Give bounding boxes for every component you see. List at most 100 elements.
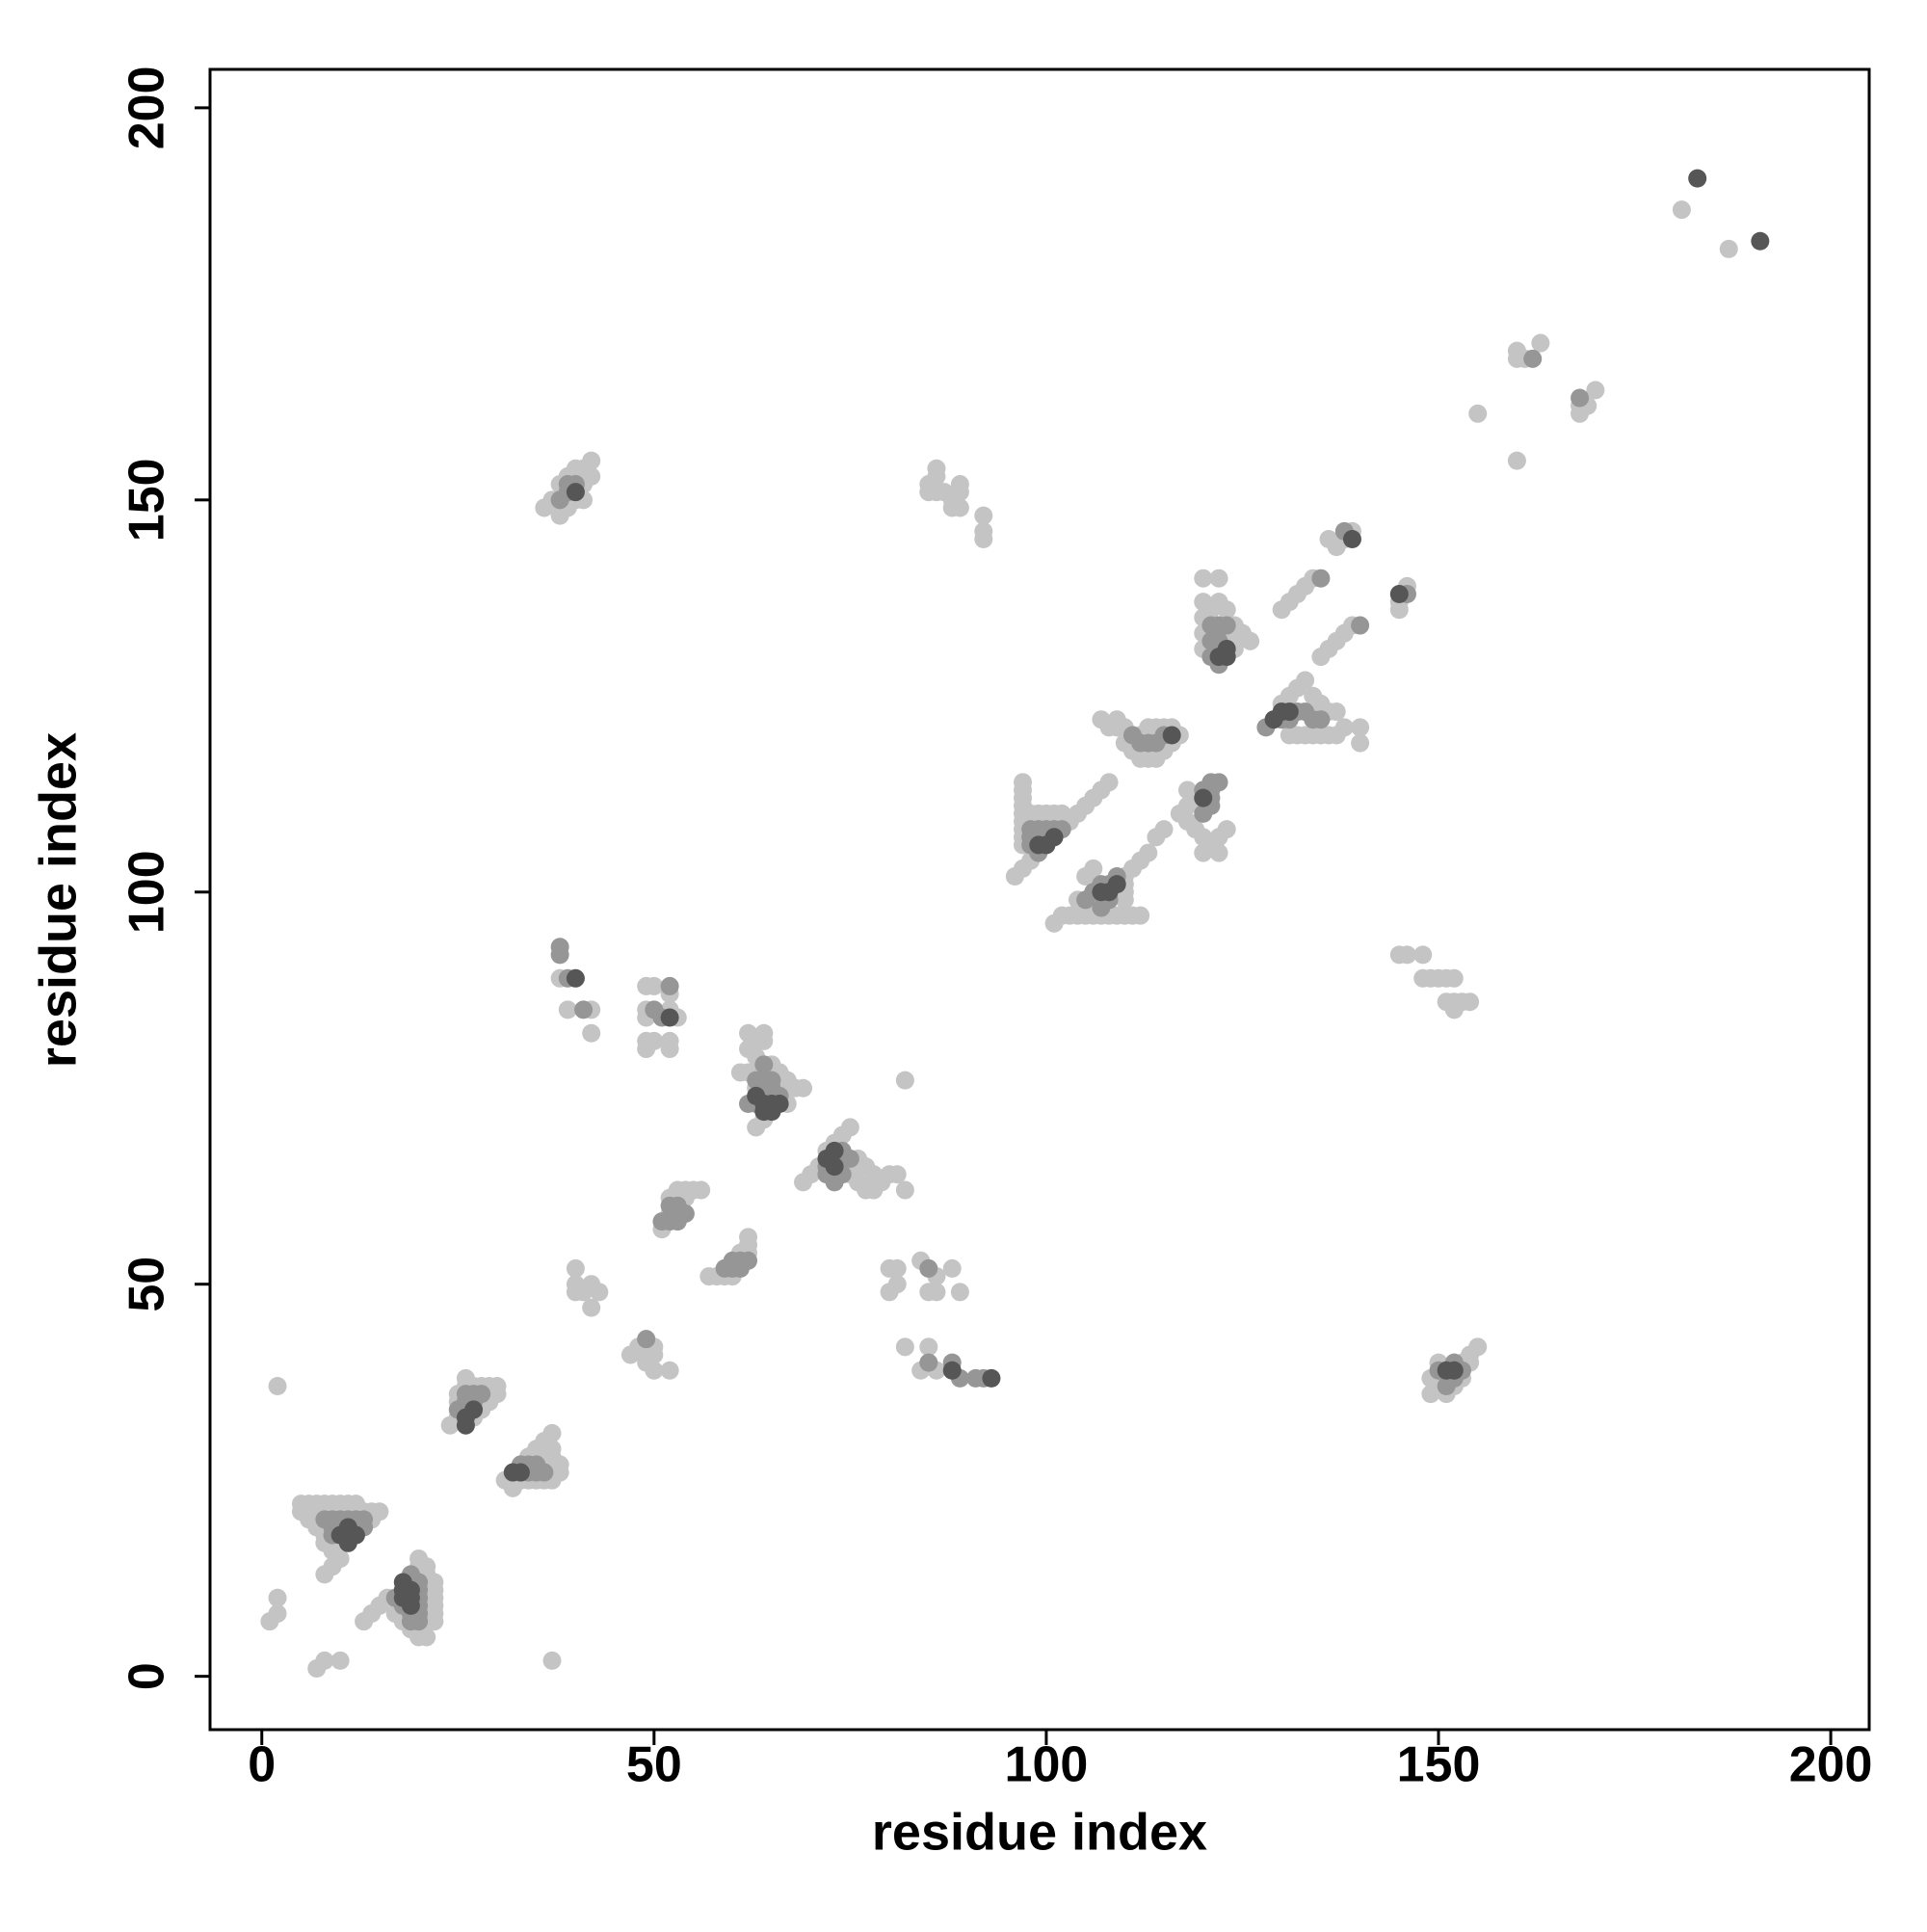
- point: [825, 1157, 844, 1177]
- point: [950, 483, 969, 502]
- point: [542, 1651, 562, 1670]
- point: [268, 1377, 287, 1396]
- point: [974, 530, 993, 549]
- point: [409, 1628, 429, 1647]
- point: [315, 1651, 334, 1670]
- point: [762, 1102, 781, 1122]
- point: [942, 1361, 962, 1380]
- point: [1092, 898, 1111, 917]
- point: [1444, 1000, 1464, 1019]
- point: [730, 1063, 750, 1082]
- point: [1342, 530, 1361, 549]
- point: [488, 1385, 507, 1404]
- x-tick-label: 150: [1397, 1737, 1481, 1793]
- point: [982, 1368, 1001, 1388]
- point: [1523, 349, 1543, 368]
- point: [1209, 569, 1228, 588]
- point: [1327, 702, 1346, 722]
- point: [660, 1040, 679, 1059]
- point: [1327, 726, 1346, 745]
- x-tick-label: 50: [626, 1737, 682, 1793]
- point: [840, 1149, 859, 1168]
- point: [919, 1258, 938, 1278]
- point: [330, 1651, 350, 1670]
- point: [1688, 169, 1707, 188]
- point: [1217, 616, 1236, 635]
- point: [1287, 726, 1307, 745]
- point: [582, 451, 601, 470]
- point: [566, 1258, 585, 1278]
- point: [1280, 702, 1299, 722]
- point: [330, 1549, 350, 1569]
- point: [637, 1330, 656, 1349]
- point: [645, 1361, 664, 1380]
- y-axis-title: residue index: [29, 732, 87, 1068]
- point: [825, 1173, 844, 1192]
- point: [754, 1031, 774, 1050]
- point: [1217, 600, 1236, 620]
- point: [535, 1463, 554, 1482]
- point: [887, 1275, 907, 1294]
- point: [1719, 239, 1738, 258]
- point: [950, 1283, 969, 1302]
- point: [558, 1000, 577, 1019]
- point: [582, 1023, 601, 1043]
- point: [1107, 875, 1126, 894]
- point: [825, 1141, 844, 1160]
- x-tick-label: 0: [248, 1737, 276, 1793]
- point: [1217, 648, 1236, 667]
- point: [895, 1180, 914, 1200]
- point: [927, 466, 946, 486]
- plot-frame: [208, 67, 1871, 1732]
- point: [1351, 733, 1370, 753]
- point: [1389, 600, 1409, 620]
- point: [550, 1455, 569, 1474]
- point: [754, 1055, 774, 1074]
- point: [1241, 631, 1260, 650]
- point: [660, 976, 679, 995]
- point: [464, 1400, 484, 1419]
- point: [1209, 843, 1228, 862]
- point: [1217, 820, 1236, 839]
- point: [887, 1165, 907, 1184]
- point: [1571, 388, 1590, 408]
- point: [566, 968, 585, 988]
- point: [393, 1573, 412, 1592]
- point: [1531, 333, 1550, 353]
- point: [550, 945, 569, 965]
- x-tick-label: 100: [1005, 1737, 1089, 1793]
- point: [730, 1251, 750, 1270]
- point: [1177, 781, 1197, 800]
- point: [637, 1040, 656, 1059]
- point: [590, 1283, 609, 1302]
- point: [1311, 710, 1331, 729]
- y-tick-label: 50: [119, 1257, 175, 1312]
- point: [692, 1180, 711, 1200]
- point: [660, 1196, 679, 1215]
- point: [1201, 773, 1221, 792]
- point: [919, 1337, 938, 1357]
- point: [1586, 381, 1605, 400]
- point: [566, 483, 585, 502]
- point: [927, 1283, 946, 1302]
- point: [1044, 828, 1064, 847]
- point: [425, 1573, 444, 1592]
- point: [1461, 1345, 1480, 1364]
- point: [1397, 945, 1416, 965]
- point: [1468, 404, 1488, 423]
- point: [1351, 718, 1370, 737]
- point: [338, 1533, 357, 1552]
- point: [1296, 671, 1315, 690]
- point: [895, 1071, 914, 1090]
- point: [1194, 843, 1213, 862]
- y-tick-label: 200: [119, 66, 175, 149]
- y-tick-label: 0: [119, 1662, 175, 1690]
- point: [1162, 726, 1181, 745]
- point: [645, 976, 664, 995]
- point: [942, 1258, 962, 1278]
- point: [1107, 718, 1126, 737]
- plot-area: [210, 69, 1869, 1730]
- point: [739, 1228, 758, 1247]
- point: [840, 1118, 859, 1137]
